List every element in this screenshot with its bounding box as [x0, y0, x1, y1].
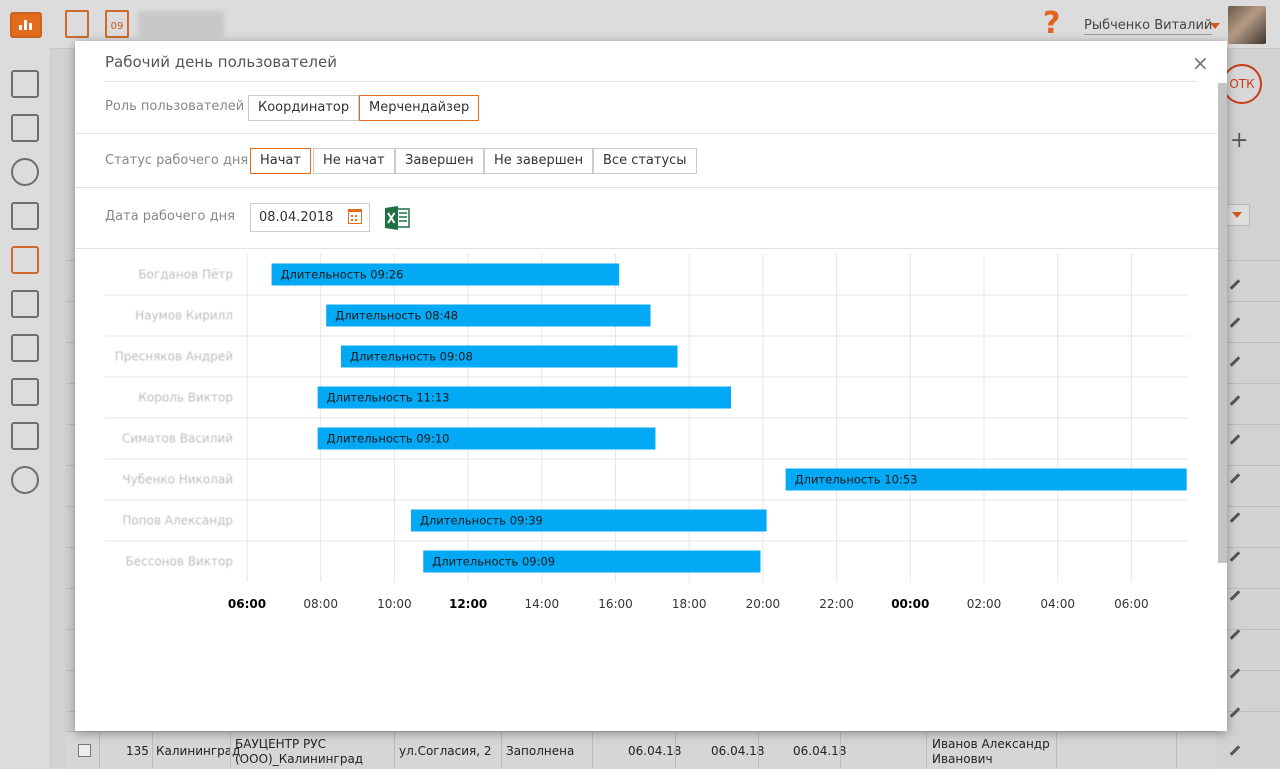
duration-label: Длительность 11:13 — [327, 391, 450, 405]
user-name-label: Пресняков Андрей — [115, 350, 233, 364]
x-tick-label: 06:00 — [1114, 597, 1149, 611]
status-not-started-button[interactable]: Не начат — [313, 148, 395, 174]
add-button[interactable]: + — [1230, 128, 1249, 153]
excel-export-icon[interactable] — [385, 206, 410, 230]
workday-bar — [410, 509, 767, 532]
sliders-icon[interactable] — [11, 422, 39, 450]
user-name-label: Бессонов Виктор — [126, 555, 233, 569]
status-filter-label: Статус рабочего дня — [105, 153, 249, 168]
document-list-icon[interactable] — [11, 378, 39, 406]
role-filter-label: Роль пользователей — [105, 99, 245, 114]
row-address: ул.Согласия, 2 — [399, 744, 492, 758]
duration-label: Длительность 09:09 — [432, 555, 555, 569]
workday-bar — [785, 468, 1187, 491]
calendar-icon[interactable] — [348, 209, 362, 224]
user-name-label: Попов Александр — [122, 514, 233, 528]
duration-label: Длительность 09:08 — [350, 350, 473, 364]
row-client: БАУЦЕНТР РУС (ООО)_Калининград — [235, 737, 364, 766]
sidebar — [0, 48, 51, 768]
row-checkbox[interactable] — [78, 744, 91, 757]
otk-button[interactable]: ОТК — [1222, 64, 1262, 104]
duration-label: Длительность 09:39 — [420, 514, 543, 528]
duration-label: Длительность 10:53 — [795, 473, 918, 487]
x-tick-label: 08:00 — [303, 597, 338, 611]
gear-icon[interactable] — [11, 466, 39, 494]
user-name-label: Симатов Василий — [122, 432, 233, 446]
top-bar: 09 ? Рыбченко Виталий — [0, 0, 1280, 49]
row-city: Калининград — [156, 744, 241, 758]
book-icon[interactable] — [11, 202, 39, 230]
workday-bar — [317, 386, 731, 409]
workday-bar — [326, 304, 651, 327]
user-workday-dialog: Рабочий день пользователей × Роль пользо… — [75, 41, 1227, 731]
date-field[interactable]: 08.04.2018 — [250, 203, 370, 232]
x-tick-label: 14:00 — [525, 597, 560, 611]
workday-bar — [423, 550, 761, 573]
user-name-label: Богданов Пётр — [138, 268, 233, 282]
x-tick-label: 00:00 — [891, 597, 929, 611]
blurred-field — [138, 11, 224, 37]
duration-label: Длительность 09:10 — [327, 432, 450, 446]
row-date: 06.04.18 — [711, 744, 765, 758]
calendar-icon[interactable]: 09 — [105, 10, 129, 38]
x-tick-label: 16:00 — [598, 597, 633, 611]
divider — [75, 248, 1218, 249]
status-started-button[interactable]: Начат — [250, 148, 311, 174]
x-tick-label: 10:00 — [377, 597, 412, 611]
app-logo-icon[interactable] — [10, 12, 42, 38]
status-not-finished-button[interactable]: Не завершен — [484, 148, 594, 174]
role-coordinator-button[interactable]: Координатор — [248, 95, 360, 121]
workday-gantt-chart: Богданов Пётр Длительность 09:26 Наумов Ки… — [105, 254, 1187, 611]
workday-bar — [317, 427, 656, 450]
row-person: Иванов Александр Иванович — [932, 737, 1050, 766]
table-row[interactable]: 135 Калининград БАУЦЕНТР РУС (ООО)_Калини… — [66, 731, 1216, 769]
x-tick-label: 06:00 — [228, 597, 266, 611]
x-tick-label: 04:00 — [1040, 597, 1075, 611]
scrollbar[interactable] — [1218, 83, 1227, 563]
avatar[interactable] — [1228, 6, 1266, 44]
bar-chart-icon[interactable] — [11, 114, 39, 142]
row-index: 135 — [126, 744, 149, 758]
x-tick-label: 02:00 — [967, 597, 1002, 611]
chevron-down-icon[interactable] — [1210, 23, 1220, 29]
user-name-label: Наумов Кирилл — [135, 309, 233, 323]
x-tick-label: 18:00 — [672, 597, 707, 611]
divider — [75, 187, 1218, 188]
date-filter-label: Дата рабочего дня — [105, 209, 235, 224]
user-name-label: Король Виктор — [138, 391, 233, 405]
workday-bar — [340, 345, 678, 368]
document-icon[interactable] — [65, 10, 89, 38]
x-tick-label: 20:00 — [746, 597, 781, 611]
duration-label: Длительность 08:48 — [335, 309, 458, 323]
row-status: Заполнена — [506, 744, 575, 758]
divider — [75, 133, 1218, 134]
help-icon[interactable]: ? — [1043, 6, 1061, 41]
column-select[interactable] — [1224, 204, 1250, 226]
camera-icon[interactable] — [11, 290, 39, 318]
x-tick-label: 22:00 — [819, 597, 854, 611]
date-value: 08.04.2018 — [259, 210, 334, 225]
user-name-label: Чубенко Николай — [122, 473, 233, 487]
x-tick-label: 12:00 — [449, 597, 487, 611]
duration-label: Длительность 09:26 — [281, 268, 404, 282]
close-icon[interactable]: × — [1192, 51, 1209, 75]
status-finished-button[interactable]: Завершен — [395, 148, 484, 174]
divider — [105, 81, 1197, 82]
role-merchandiser-button[interactable]: Мерчендайзер — [359, 95, 480, 121]
user-name[interactable]: Рыбченко Виталий — [1084, 18, 1213, 35]
home-icon[interactable] — [11, 70, 39, 98]
users-icon[interactable] — [11, 158, 39, 186]
checklist-icon[interactable] — [11, 334, 39, 362]
row-date: 06.04.18 — [793, 744, 847, 758]
dialog-title: Рабочий день пользователей — [105, 53, 337, 71]
newspaper-icon[interactable] — [11, 246, 39, 274]
status-all-button[interactable]: Все статусы — [593, 148, 697, 174]
row-date: 06.04.18 — [628, 744, 682, 758]
workday-bar — [271, 263, 620, 286]
